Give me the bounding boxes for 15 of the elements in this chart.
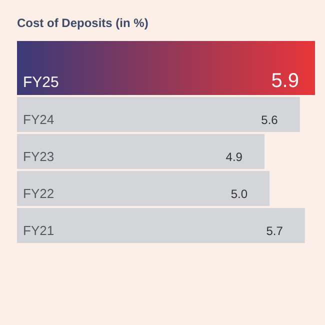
y-tick-label: FY21 [23, 223, 54, 238]
data-label: 5.9 [271, 70, 299, 92]
bar [17, 134, 264, 169]
y-tick-label: FY24 [23, 112, 54, 127]
y-tick-label: FY23 [23, 149, 54, 164]
data-label: 5.0 [230, 187, 248, 201]
chart-title: Cost of Deposits (in %) [17, 16, 148, 30]
bar [17, 171, 270, 206]
data-label: 5.7 [266, 224, 284, 238]
y-tick-label: FY22 [23, 186, 54, 201]
bar [17, 97, 300, 132]
data-label: 4.9 [226, 150, 243, 164]
y-tick-label: FY25 [23, 74, 59, 91]
bar [17, 208, 305, 243]
data-label: 5.6 [261, 113, 278, 127]
